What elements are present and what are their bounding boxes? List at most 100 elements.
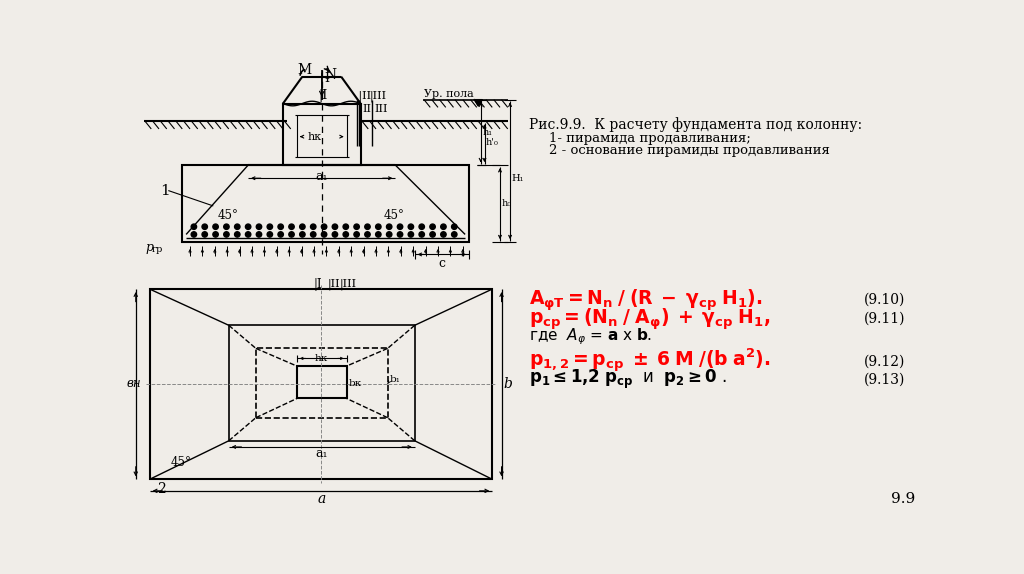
Circle shape bbox=[234, 224, 240, 230]
Text: |III: |III bbox=[370, 90, 387, 102]
Polygon shape bbox=[474, 100, 482, 106]
Bar bbox=[150, 289, 493, 479]
Circle shape bbox=[409, 224, 414, 230]
Circle shape bbox=[365, 224, 371, 230]
Text: М: М bbox=[297, 63, 311, 77]
Circle shape bbox=[310, 224, 316, 230]
Text: h₁: h₁ bbox=[482, 127, 493, 137]
Text: h₀: h₀ bbox=[502, 199, 512, 208]
Text: a: a bbox=[317, 491, 326, 506]
Bar bbox=[297, 366, 346, 398]
Bar bbox=[182, 165, 469, 242]
Circle shape bbox=[419, 232, 424, 237]
Text: a₁: a₁ bbox=[315, 170, 328, 183]
Circle shape bbox=[332, 232, 338, 237]
Circle shape bbox=[343, 224, 348, 230]
Text: гр: гр bbox=[152, 245, 163, 254]
Circle shape bbox=[191, 232, 197, 237]
Text: |I: |I bbox=[318, 90, 328, 102]
Bar bbox=[256, 348, 388, 418]
Circle shape bbox=[376, 224, 381, 230]
Text: р: р bbox=[145, 241, 153, 254]
Text: |II: |II bbox=[355, 90, 372, 102]
Circle shape bbox=[452, 224, 457, 230]
Text: (9.10): (9.10) bbox=[864, 293, 905, 307]
Text: b₁: b₁ bbox=[390, 375, 400, 385]
Circle shape bbox=[213, 224, 218, 230]
Circle shape bbox=[419, 224, 424, 230]
Circle shape bbox=[365, 232, 371, 237]
Circle shape bbox=[267, 224, 272, 230]
Circle shape bbox=[332, 224, 338, 230]
Circle shape bbox=[440, 232, 446, 237]
Circle shape bbox=[223, 232, 229, 237]
Circle shape bbox=[256, 232, 262, 237]
Circle shape bbox=[386, 232, 392, 237]
Text: II: II bbox=[362, 104, 371, 114]
Circle shape bbox=[202, 224, 208, 230]
Text: 2: 2 bbox=[158, 482, 166, 495]
Circle shape bbox=[191, 224, 197, 230]
Bar bbox=[228, 325, 415, 441]
Circle shape bbox=[289, 232, 294, 237]
Circle shape bbox=[430, 224, 435, 230]
Circle shape bbox=[213, 232, 218, 237]
Text: (9.13): (9.13) bbox=[864, 372, 905, 386]
Text: I: I bbox=[324, 72, 329, 84]
Text: $\mathbf{p_1 \leq 1{,}2\;p_{cp}}$  и  $\mathbf{p_2 \geq 0}$ .: $\mathbf{p_1 \leq 1{,}2\;p_{cp}}$ и $\ma… bbox=[529, 367, 728, 391]
Text: 1- пирамида продавливания;: 1- пирамида продавливания; bbox=[549, 131, 751, 145]
Text: 45°: 45° bbox=[384, 209, 404, 222]
Circle shape bbox=[278, 224, 284, 230]
Circle shape bbox=[300, 224, 305, 230]
Text: Рис.9.9.  К расчету фундамента под колонну:: Рис.9.9. К расчету фундамента под колонн… bbox=[529, 117, 862, 132]
Text: |I: |I bbox=[313, 278, 322, 291]
Circle shape bbox=[343, 232, 348, 237]
Text: III: III bbox=[375, 104, 388, 114]
Circle shape bbox=[234, 232, 240, 237]
Text: bк: bк bbox=[349, 379, 362, 388]
Circle shape bbox=[256, 224, 262, 230]
Circle shape bbox=[397, 224, 402, 230]
Text: |II: |II bbox=[328, 279, 340, 290]
Circle shape bbox=[223, 224, 229, 230]
Circle shape bbox=[386, 224, 392, 230]
Text: b: b bbox=[504, 377, 513, 391]
Circle shape bbox=[376, 232, 381, 237]
Circle shape bbox=[397, 232, 402, 237]
Circle shape bbox=[246, 232, 251, 237]
Text: N: N bbox=[324, 68, 336, 82]
Text: c: c bbox=[438, 257, 445, 270]
Text: 45°: 45° bbox=[171, 456, 191, 469]
Circle shape bbox=[322, 232, 327, 237]
Circle shape bbox=[267, 232, 272, 237]
Text: 2 - основание пирамиды продавливания: 2 - основание пирамиды продавливания bbox=[549, 144, 829, 157]
Circle shape bbox=[202, 232, 208, 237]
Circle shape bbox=[440, 224, 446, 230]
Text: (9.11): (9.11) bbox=[864, 312, 906, 326]
Text: где  $A_{\varphi}$ = $\mathbf{a}$ х $\mathbf{b}.$: где $A_{\varphi}$ = $\mathbf{a}$ х $\mat… bbox=[529, 327, 652, 347]
Circle shape bbox=[354, 232, 359, 237]
Text: h'₀: h'₀ bbox=[486, 138, 499, 148]
Text: (9.12): (9.12) bbox=[864, 355, 905, 369]
Circle shape bbox=[430, 232, 435, 237]
Text: 45°: 45° bbox=[217, 209, 238, 222]
Text: 1: 1 bbox=[161, 184, 170, 197]
Circle shape bbox=[246, 224, 251, 230]
Circle shape bbox=[409, 232, 414, 237]
Text: |III: |III bbox=[340, 279, 356, 290]
Bar bbox=[283, 103, 360, 165]
Text: Уp. пола: Уp. пола bbox=[424, 88, 474, 99]
Text: $\mathbf{p_{cp} = (N_n\;/\;A_{\varphi})\;+\;\gamma_{cp}\;H_1,}$: $\mathbf{p_{cp} = (N_n\;/\;A_{\varphi})\… bbox=[529, 307, 771, 332]
Text: $\mathbf{A_{\varphi T} = N_n\;/\;(R\;-\;\gamma_{cp}\;H_1).}$: $\mathbf{A_{\varphi T} = N_n\;/\;(R\;-\;… bbox=[529, 287, 763, 313]
Circle shape bbox=[354, 224, 359, 230]
Text: hк: hк bbox=[314, 354, 328, 363]
Text: 9.9: 9.9 bbox=[891, 491, 915, 506]
Circle shape bbox=[289, 224, 294, 230]
Text: H₁: H₁ bbox=[512, 174, 524, 183]
Text: вн: вн bbox=[126, 377, 141, 390]
Text: $\mathbf{p_{1,2} = p_{cp}\;\pm\;6\;M\;/(b\;a^2).}$: $\mathbf{p_{1,2} = p_{cp}\;\pm\;6\;M\;/(… bbox=[529, 347, 771, 375]
Text: a₁: a₁ bbox=[315, 447, 328, 460]
Circle shape bbox=[452, 232, 457, 237]
Text: hк: hк bbox=[308, 131, 322, 142]
Circle shape bbox=[300, 232, 305, 237]
